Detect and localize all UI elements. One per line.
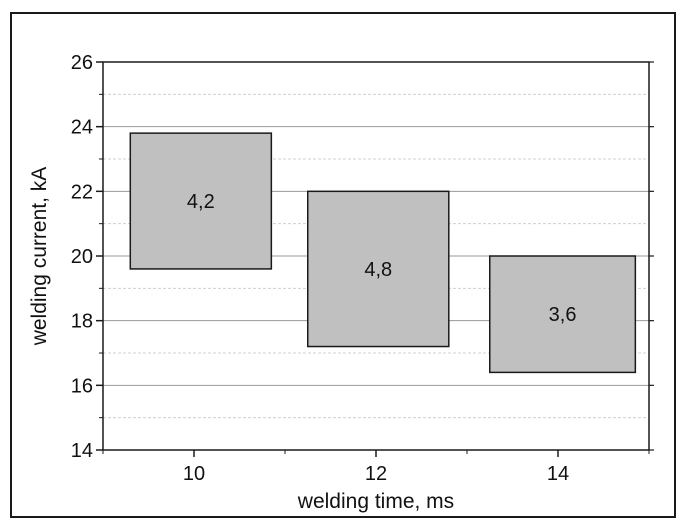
y-tick-label: 20 xyxy=(71,246,93,268)
box-3 xyxy=(489,255,637,374)
box-label-1: 4,2 xyxy=(187,191,215,213)
y-tick-label: 26 xyxy=(71,52,93,74)
box-label-3: 3,6 xyxy=(549,304,577,326)
y-tick-label: 24 xyxy=(71,117,93,139)
boxes: 4,2 4,8 3,6 xyxy=(129,132,637,374)
ticks: 14 16 18 20 22 24 26 10 12 14 xyxy=(71,52,654,485)
x-axis-title: welding time, ms xyxy=(297,490,454,513)
box-1 xyxy=(129,132,273,270)
y-tick-label: 22 xyxy=(71,181,93,203)
x-tick-label: 12 xyxy=(365,463,387,485)
x-tick-label: 14 xyxy=(547,463,569,485)
box-label-2: 4,8 xyxy=(364,259,392,281)
x-tick-label: 10 xyxy=(183,463,205,485)
y-tick-label: 18 xyxy=(71,311,93,333)
y-axis-title: welding current, kA xyxy=(28,167,51,347)
y-tick-label: 14 xyxy=(71,440,93,462)
y-tick-label: 16 xyxy=(71,375,93,397)
box-2 xyxy=(307,190,450,348)
